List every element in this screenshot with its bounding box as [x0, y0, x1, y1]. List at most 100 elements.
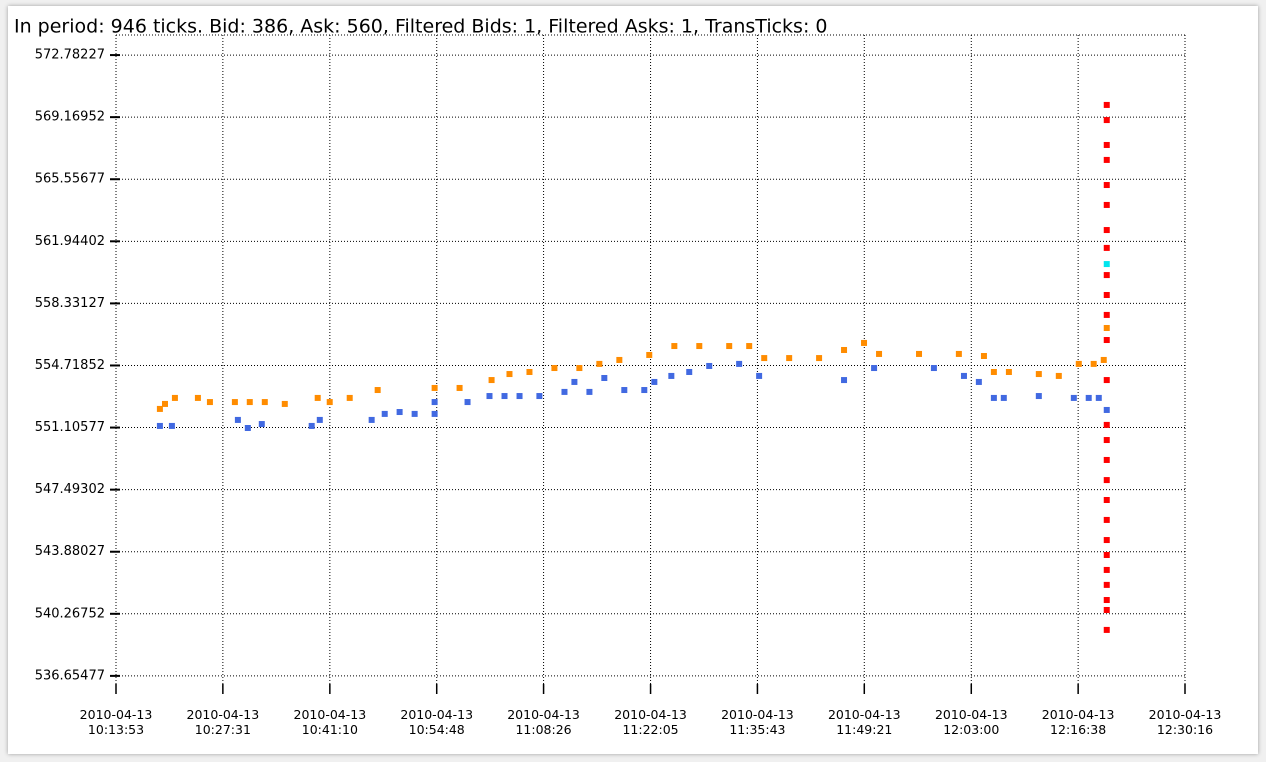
point — [536, 393, 543, 400]
point — [726, 343, 733, 350]
point — [374, 387, 381, 394]
point — [841, 377, 848, 384]
x-tick-label: 2010-04-13 11:49:21 — [827, 707, 901, 737]
point — [561, 388, 568, 395]
y-tick-label: 543.88027 — [35, 544, 105, 559]
point — [464, 399, 471, 406]
point — [281, 400, 288, 407]
chart-panel — [8, 6, 1258, 754]
point — [641, 387, 648, 394]
point — [1005, 368, 1012, 375]
point — [990, 368, 997, 375]
point — [1103, 201, 1110, 208]
point — [1095, 394, 1102, 401]
point — [1035, 393, 1042, 400]
point — [1070, 394, 1077, 401]
point — [168, 422, 175, 429]
point — [314, 394, 321, 401]
point — [571, 378, 578, 385]
point — [261, 399, 268, 406]
point — [816, 355, 823, 362]
point — [488, 377, 495, 384]
point — [756, 372, 763, 379]
point — [381, 410, 388, 417]
point — [646, 351, 653, 358]
point — [1000, 394, 1007, 401]
point — [1103, 117, 1110, 124]
point — [668, 372, 675, 379]
y-tick-label: 540.26752 — [35, 606, 105, 621]
point — [171, 394, 178, 401]
point — [1103, 537, 1110, 544]
point — [1103, 182, 1110, 189]
point — [431, 410, 438, 417]
x-tick-label: 2010-04-13 10:13:53 — [79, 707, 153, 737]
y-tick-label: 569.16952 — [35, 110, 105, 125]
point — [206, 399, 213, 406]
point — [651, 378, 658, 385]
point — [1103, 337, 1110, 344]
point — [506, 371, 513, 378]
point — [161, 400, 168, 407]
point — [871, 365, 878, 372]
point — [156, 405, 163, 412]
x-tick-label: 2010-04-13 10:54:48 — [400, 707, 474, 737]
point — [916, 350, 923, 357]
y-tick-label: 551.10577 — [35, 420, 105, 435]
point — [706, 362, 713, 369]
point — [601, 374, 608, 381]
point — [234, 416, 241, 423]
point — [596, 360, 603, 367]
point — [246, 399, 253, 406]
point — [876, 350, 883, 357]
point — [1103, 597, 1110, 604]
point — [1100, 356, 1107, 363]
x-tick-label: 2010-04-13 10:27:31 — [186, 707, 260, 737]
point — [786, 355, 793, 362]
chart-title: In period: 946 ticks. Bid: 386, Ask: 560… — [14, 16, 827, 38]
point — [1085, 394, 1092, 401]
point — [396, 409, 403, 416]
point — [980, 353, 987, 360]
point — [411, 410, 418, 417]
point — [736, 360, 743, 367]
point — [1103, 101, 1110, 108]
y-tick-label: 561.94402 — [35, 234, 105, 249]
point — [368, 416, 375, 423]
point — [258, 421, 265, 428]
point — [231, 399, 238, 406]
point — [456, 384, 463, 391]
x-tick-label: 2010-04-13 11:08:26 — [507, 707, 580, 737]
point — [156, 422, 163, 429]
point — [1103, 406, 1110, 413]
point — [516, 393, 523, 400]
x-tick-label: 2010-04-13 10:41:10 — [293, 707, 367, 737]
point — [586, 388, 593, 395]
point — [431, 399, 438, 406]
y-tick-label: 572.78227 — [35, 48, 105, 63]
point — [955, 350, 962, 357]
point — [1103, 311, 1110, 318]
point — [551, 365, 558, 372]
y-tick-label: 558.33127 — [35, 296, 105, 311]
point — [1103, 272, 1110, 279]
point — [1103, 141, 1110, 148]
x-tick-label: 2010-04-13 11:35:43 — [721, 707, 794, 737]
y-tick-label: 547.49302 — [35, 482, 105, 497]
point — [1055, 372, 1062, 379]
point — [1103, 566, 1110, 573]
point — [621, 387, 628, 394]
point — [316, 416, 323, 423]
point — [1103, 291, 1110, 298]
point — [501, 393, 508, 400]
point — [696, 343, 703, 350]
point — [1103, 497, 1110, 504]
point — [1103, 156, 1110, 163]
point — [1103, 227, 1110, 234]
point — [326, 399, 333, 406]
point — [1103, 244, 1110, 251]
point — [1103, 626, 1110, 633]
point — [1103, 437, 1110, 444]
point — [486, 393, 493, 400]
